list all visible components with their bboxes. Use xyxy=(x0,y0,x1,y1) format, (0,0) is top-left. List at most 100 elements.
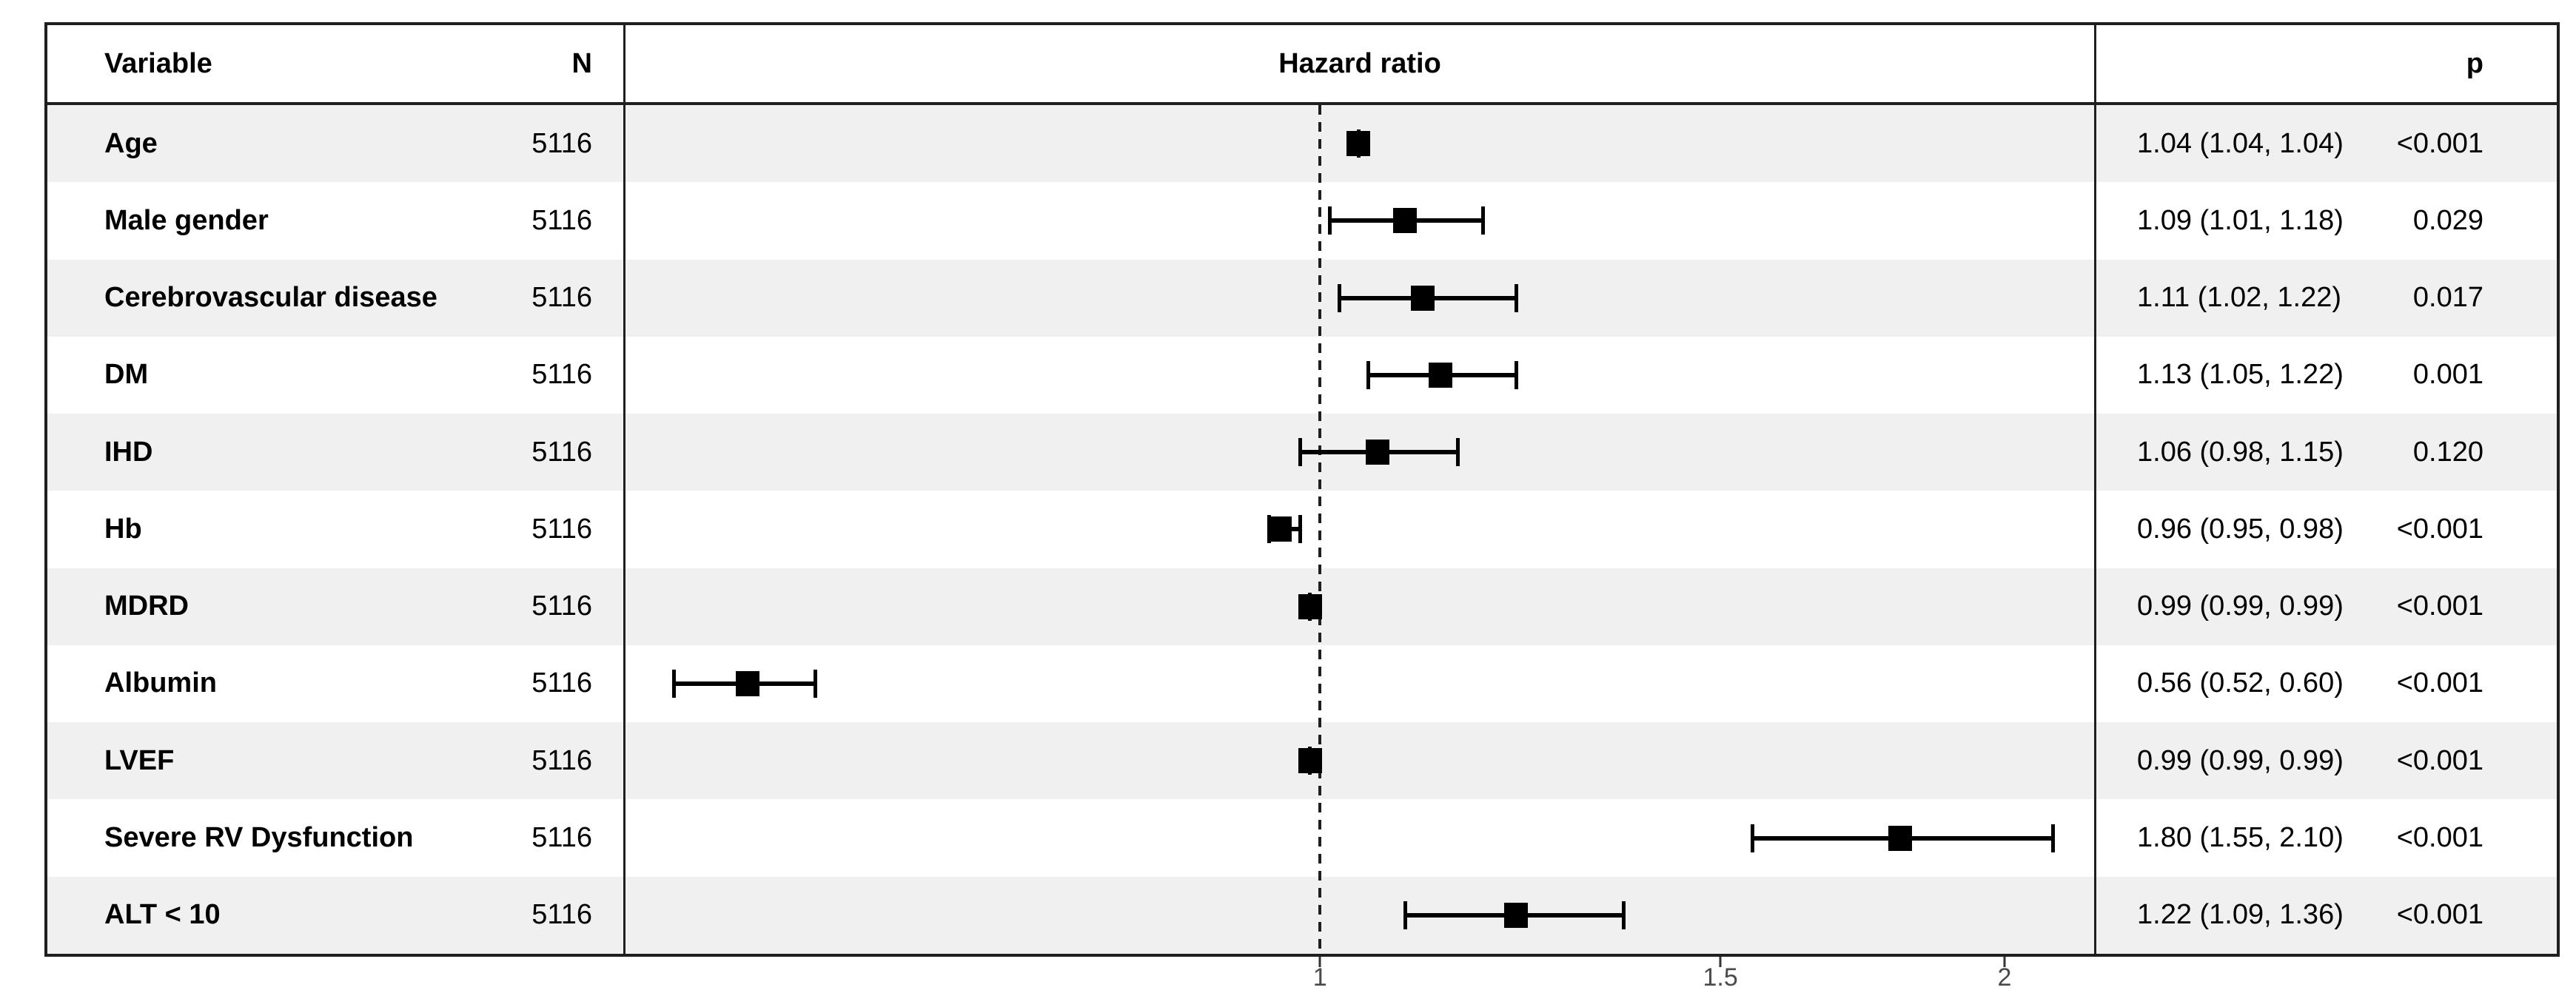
forest-table: Variable N Hazard ratio p Age 5116 1.04 … xyxy=(44,22,2560,957)
forest-cell xyxy=(623,105,2096,183)
p-value: <0.001 xyxy=(2396,513,2483,545)
ci-cap-right xyxy=(1514,360,1518,389)
point-estimate-marker xyxy=(1393,208,1418,234)
row-left-cell: Severe RV Dysfunction 5116 xyxy=(47,799,623,876)
variable-label: Severe RV Dysfunction xyxy=(104,822,414,854)
forest-cell xyxy=(623,722,2096,800)
estimate-ci-value: 0.96 (0.95, 0.98) xyxy=(2137,513,2344,545)
header-variable-label: Variable xyxy=(104,47,212,79)
forest-cell xyxy=(623,336,2096,414)
point-estimate-marker xyxy=(1346,131,1371,157)
ci-cap-right xyxy=(1481,206,1486,235)
axis-tick-label: 2 xyxy=(1997,963,2012,992)
row-left-cell: IHD 5116 xyxy=(47,414,623,491)
n-value: 5116 xyxy=(531,359,592,391)
header-left-cell: Variable N xyxy=(47,25,623,102)
point-estimate-marker xyxy=(735,670,759,696)
row-right-cell: 0.56 (0.52, 0.60) <0.001 xyxy=(2096,645,2557,722)
estimate-ci-value: 1.06 (0.98, 1.15) xyxy=(2137,436,2344,468)
row-right-cell: 1.06 (0.98, 1.15) 0.120 xyxy=(2096,414,2557,491)
p-value: 0.120 xyxy=(2412,436,2483,468)
header-hazard-cell: Hazard ratio xyxy=(623,25,2096,102)
table-row: LVEF 5116 0.99 (0.99, 0.99) <0.001 xyxy=(47,722,2557,800)
n-value: 5116 xyxy=(531,899,592,931)
estimate-ci-value: 0.56 (0.52, 0.60) xyxy=(2137,667,2344,699)
ci-cap-right xyxy=(1456,438,1460,467)
row-right-cell: 1.80 (1.55, 2.10) <0.001 xyxy=(2096,799,2557,876)
row-left-cell: Cerebrovascular disease 5116 xyxy=(47,260,623,337)
header-p-label: p xyxy=(2466,47,2483,79)
row-right-cell: 1.04 (1.04, 1.04) <0.001 xyxy=(2096,105,2557,182)
row-left-cell: DM 5116 xyxy=(47,337,623,414)
ci-cap-left xyxy=(672,669,677,698)
p-value: 0.017 xyxy=(2412,282,2483,314)
point-estimate-marker xyxy=(1888,825,1913,851)
row-left-cell: Hb 5116 xyxy=(47,491,623,568)
table-rows: Age 5116 1.04 (1.04, 1.04) <0.001 Male g… xyxy=(47,105,2557,954)
estimate-ci-value: 1.80 (1.55, 2.10) xyxy=(2137,822,2344,854)
row-right-cell: 1.13 (1.05, 1.22) 0.001 xyxy=(2096,337,2557,414)
n-value: 5116 xyxy=(531,667,592,699)
table-row: Cerebrovascular disease 5116 1.11 (1.02,… xyxy=(47,259,2557,337)
row-right-cell: 1.11 (1.02, 1.22) 0.017 xyxy=(2096,260,2557,337)
forest-cell xyxy=(623,491,2096,568)
forest-cell xyxy=(623,644,2096,723)
p-value: 0.029 xyxy=(2412,204,2483,236)
header-right-cell: p xyxy=(2096,25,2557,102)
variable-label: Hb xyxy=(104,513,142,545)
p-value: <0.001 xyxy=(2396,822,2483,854)
ci-cap-left xyxy=(1298,438,1302,467)
p-value: <0.001 xyxy=(2396,590,2483,622)
n-value: 5116 xyxy=(531,204,592,236)
forest-cell xyxy=(623,799,2096,877)
point-estimate-marker xyxy=(1365,440,1389,465)
variable-label: Albumin xyxy=(104,667,217,699)
forest-cell xyxy=(623,414,2096,491)
table-body: Age 5116 1.04 (1.04, 1.04) <0.001 Male g… xyxy=(47,105,2557,954)
ci-cap-right xyxy=(2050,824,2055,852)
table-row: Albumin 5116 0.56 (0.52, 0.60) <0.001 xyxy=(47,644,2557,723)
table-row: Severe RV Dysfunction 5116 1.80 (1.55, 2… xyxy=(47,799,2557,877)
n-value: 5116 xyxy=(531,127,592,159)
estimate-ci-value: 1.13 (1.05, 1.22) xyxy=(2137,359,2344,391)
point-estimate-marker xyxy=(1429,362,1453,388)
row-left-cell: Age 5116 xyxy=(47,105,623,182)
table-row: Age 5116 1.04 (1.04, 1.04) <0.001 xyxy=(47,105,2557,183)
forest-cell xyxy=(623,259,2096,337)
n-value: 5116 xyxy=(531,744,592,776)
p-value: <0.001 xyxy=(2396,899,2483,931)
axis-tick-label: 1 xyxy=(1312,963,1327,992)
axis-tick xyxy=(1318,957,1321,967)
ci-cap-right xyxy=(1298,515,1302,544)
variable-label: ALT < 10 xyxy=(104,899,221,931)
n-value: 5116 xyxy=(531,590,592,622)
row-right-cell: 1.09 (1.01, 1.18) 0.029 xyxy=(2096,182,2557,259)
row-left-cell: MDRD 5116 xyxy=(47,568,623,645)
table-row: Hb 5116 0.96 (0.95, 0.98) <0.001 xyxy=(47,491,2557,568)
variable-label: Age xyxy=(104,127,158,159)
p-value: <0.001 xyxy=(2396,127,2483,159)
ci-cap-left xyxy=(1366,360,1370,389)
row-left-cell: LVEF 5116 xyxy=(47,722,623,799)
p-value: <0.001 xyxy=(2396,667,2483,699)
header-n-label: N xyxy=(571,47,592,79)
point-estimate-marker xyxy=(1411,285,1435,311)
forest-cell xyxy=(623,182,2096,260)
point-estimate-marker xyxy=(1298,593,1322,619)
x-axis: 1 1.5 2 xyxy=(625,957,2094,992)
row-right-cell: 1.22 (1.09, 1.36) <0.001 xyxy=(2096,877,2557,954)
estimate-ci-value: 1.22 (1.09, 1.36) xyxy=(2137,899,2344,931)
ci-cap-right xyxy=(814,669,818,698)
axis-tick xyxy=(2003,957,2006,967)
n-value: 5116 xyxy=(531,513,592,545)
point-estimate-marker xyxy=(1267,516,1292,542)
ci-cap-right xyxy=(1621,901,1626,929)
row-right-cell: 0.96 (0.95, 0.98) <0.001 xyxy=(2096,491,2557,568)
ci-cap-left xyxy=(1338,283,1342,312)
n-value: 5116 xyxy=(531,436,592,468)
p-value: <0.001 xyxy=(2396,744,2483,776)
estimate-ci-value: 1.04 (1.04, 1.04) xyxy=(2137,127,2344,159)
row-right-cell: 0.99 (0.99, 0.99) <0.001 xyxy=(2096,722,2557,799)
axis-tick-label: 1.5 xyxy=(1703,963,1738,992)
variable-label: DM xyxy=(104,359,149,391)
